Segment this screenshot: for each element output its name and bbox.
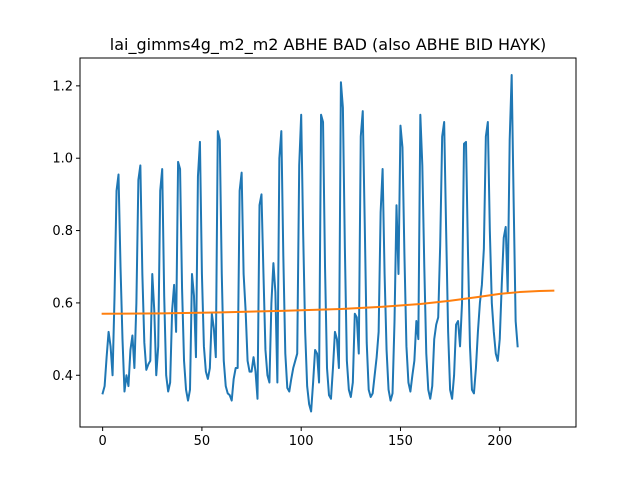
x-tick-label: 150: [388, 434, 413, 449]
axes-layer: 0 50 100 150 200 0.4 0.6 0.8 1.0 1.2: [52, 57, 577, 449]
x-tick-label: 200: [487, 434, 512, 449]
plot-frame: [79, 57, 577, 428]
series-layer: [101, 74, 555, 413]
y-tick-label: 1.0: [52, 152, 73, 167]
chart-title: lai_gimms4g_m2_m2 ABHE BAD (also ABHE BI…: [110, 35, 546, 55]
series-line-1: [101, 74, 519, 413]
x-tick-label: 50: [194, 434, 211, 449]
x-tick-label: 0: [98, 434, 106, 449]
y-tick-label: 1.2: [52, 79, 73, 94]
y-tick-label: 0.4: [52, 369, 73, 384]
series-line-2: [101, 289, 555, 315]
y-tick-label: 0.6: [52, 296, 73, 311]
x-tick-label: 100: [289, 434, 314, 449]
y-tick-label: 0.8: [52, 224, 73, 239]
